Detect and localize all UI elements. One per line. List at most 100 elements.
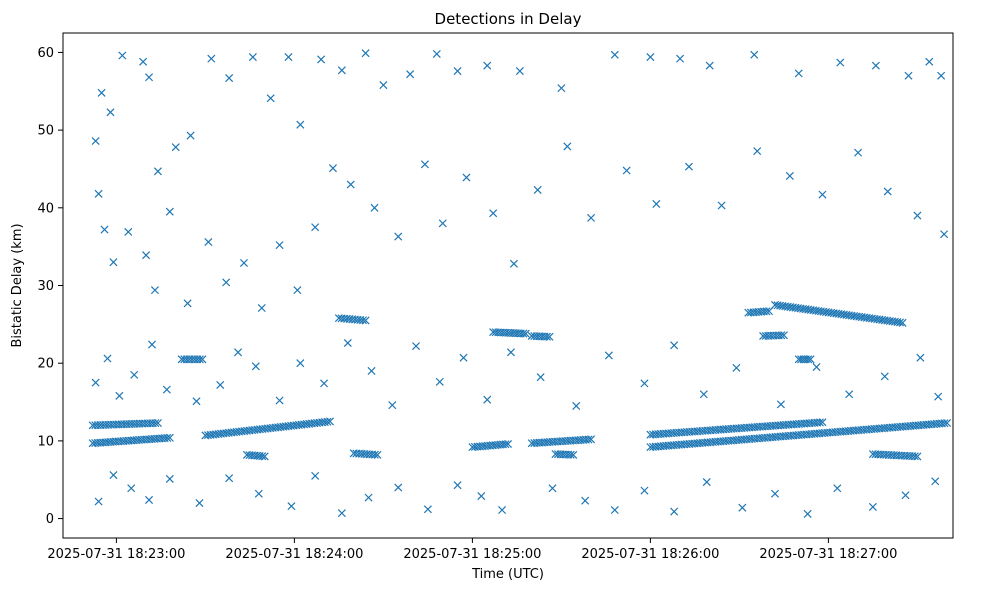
data-point bbox=[533, 185, 542, 194]
data-point bbox=[153, 418, 162, 428]
data-point bbox=[684, 162, 693, 171]
data-point bbox=[483, 61, 492, 70]
data-point bbox=[373, 450, 382, 459]
data-point bbox=[640, 486, 649, 495]
data-point bbox=[195, 355, 204, 364]
data-point bbox=[145, 73, 154, 82]
data-point bbox=[477, 492, 486, 501]
data-point bbox=[569, 450, 578, 459]
data-point bbox=[604, 351, 613, 360]
data-point bbox=[145, 495, 154, 504]
data-point bbox=[584, 435, 593, 444]
data-markers bbox=[88, 49, 952, 518]
data-point bbox=[868, 502, 877, 511]
data-point bbox=[833, 484, 842, 493]
data-point bbox=[521, 329, 530, 338]
data-point bbox=[717, 201, 726, 210]
data-point bbox=[836, 58, 845, 67]
data-point bbox=[536, 373, 545, 382]
y-tick-label: 0 bbox=[46, 512, 54, 527]
y-tick-label: 60 bbox=[37, 46, 54, 61]
y-axis-label: Bistatic Delay (km) bbox=[10, 223, 25, 347]
data-point bbox=[346, 180, 355, 189]
data-point bbox=[910, 452, 919, 461]
data-point bbox=[260, 452, 269, 461]
data-point bbox=[563, 142, 572, 151]
data-point bbox=[652, 199, 661, 208]
data-point bbox=[275, 241, 284, 250]
data-point bbox=[293, 286, 302, 295]
data-point bbox=[453, 67, 462, 76]
data-point bbox=[320, 379, 329, 388]
data-point bbox=[124, 227, 133, 236]
data-point bbox=[296, 359, 305, 368]
data-point bbox=[453, 481, 462, 490]
y-tick-label: 50 bbox=[37, 124, 54, 139]
data-point bbox=[702, 478, 711, 487]
data-point bbox=[777, 331, 786, 340]
data-point bbox=[898, 318, 907, 327]
data-point bbox=[361, 49, 370, 58]
data-point bbox=[762, 307, 771, 316]
data-point bbox=[311, 471, 320, 480]
data-point bbox=[459, 353, 468, 362]
data-point bbox=[738, 503, 747, 512]
y-tick-label: 10 bbox=[37, 434, 54, 449]
data-point bbox=[509, 259, 518, 268]
data-point bbox=[222, 278, 231, 287]
data-point bbox=[192, 397, 201, 406]
data-point bbox=[818, 418, 827, 427]
x-axis-label: Time (UTC) bbox=[471, 567, 544, 582]
data-point bbox=[750, 50, 759, 59]
x-axis: 2025-07-31 18:23:00 2025-07-31 18:24:00 20… bbox=[47, 538, 897, 562]
data-point bbox=[557, 84, 566, 93]
data-point bbox=[406, 70, 415, 79]
data-point bbox=[266, 94, 275, 103]
data-point bbox=[130, 370, 139, 379]
data-point bbox=[358, 316, 367, 325]
data-point bbox=[676, 54, 685, 63]
data-point bbox=[163, 433, 172, 442]
data-point bbox=[254, 489, 263, 498]
data-point bbox=[343, 338, 352, 348]
data-point bbox=[420, 160, 429, 169]
data-point bbox=[91, 378, 100, 387]
data-point bbox=[705, 61, 714, 70]
data-point bbox=[207, 54, 216, 63]
data-point bbox=[142, 251, 151, 260]
data-point bbox=[646, 53, 655, 62]
data-point bbox=[379, 81, 388, 90]
data-point bbox=[225, 74, 234, 83]
data-point bbox=[925, 57, 934, 66]
data-point bbox=[323, 417, 332, 426]
data-point bbox=[94, 497, 103, 506]
data-point bbox=[818, 190, 827, 199]
data-point bbox=[622, 166, 631, 175]
data-point bbox=[103, 354, 112, 363]
data-point bbox=[361, 316, 370, 325]
data-point bbox=[913, 211, 922, 220]
data-point bbox=[186, 131, 195, 140]
data-point bbox=[328, 164, 337, 173]
data-point bbox=[394, 232, 403, 241]
data-point bbox=[916, 353, 925, 362]
data-point bbox=[779, 331, 788, 340]
data-point bbox=[370, 203, 379, 212]
data-point bbox=[581, 496, 590, 505]
data-point bbox=[854, 148, 863, 157]
data-point bbox=[91, 136, 100, 146]
data-point bbox=[545, 332, 554, 341]
data-point bbox=[489, 209, 498, 218]
data-point bbox=[462, 173, 471, 182]
x-tick-label: 2025-07-31 18:26:00 bbox=[581, 547, 719, 562]
data-point bbox=[337, 509, 346, 518]
data-point bbox=[165, 207, 174, 216]
data-point bbox=[100, 225, 109, 234]
data-point bbox=[753, 147, 762, 156]
x-tick-label: 2025-07-31 18:24:00 bbox=[225, 547, 363, 562]
data-point bbox=[845, 390, 854, 399]
data-point bbox=[940, 230, 949, 239]
data-point bbox=[483, 395, 492, 404]
data-point bbox=[118, 51, 127, 60]
data-point bbox=[640, 379, 649, 388]
